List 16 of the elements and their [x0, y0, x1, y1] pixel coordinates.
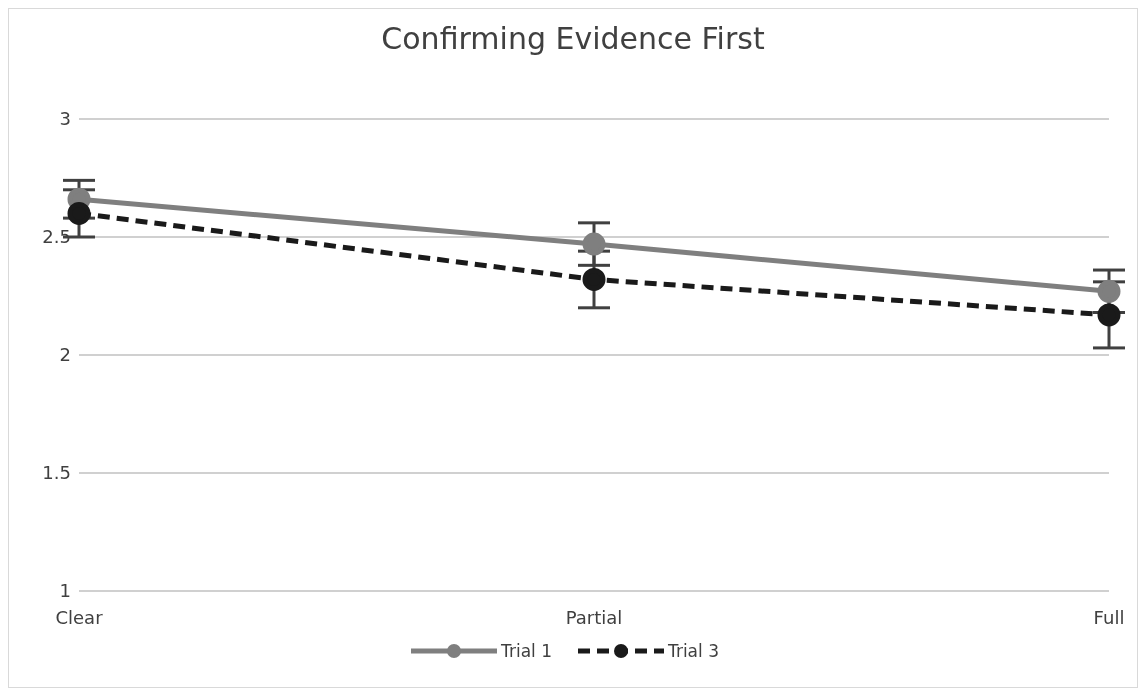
- point: [1097, 303, 1121, 327]
- chart-title: Confirming Evidence First: [380, 21, 766, 56]
- legend-label: Trial 1: [500, 641, 552, 661]
- point: [67, 201, 91, 225]
- y-tick-label: 3: [59, 108, 71, 130]
- y-tick-label: 2.5: [42, 226, 71, 248]
- y-tick-label: 1: [59, 580, 71, 602]
- legend-label: Trial 3: [667, 641, 719, 661]
- point: [582, 267, 606, 291]
- y-tick-label: 1.5: [42, 462, 71, 484]
- x-tick-label: Partial: [565, 606, 623, 628]
- x-tick-label: Clear: [55, 606, 104, 628]
- y-tick-label: 2: [59, 344, 71, 366]
- point: [1097, 279, 1121, 303]
- x-tick-label: Full: [1093, 606, 1125, 628]
- point: [582, 232, 606, 256]
